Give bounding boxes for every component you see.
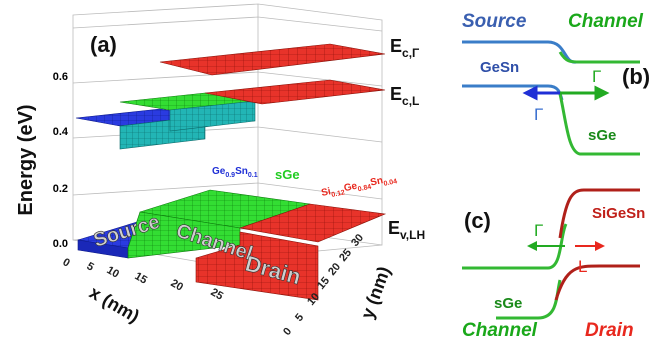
panel-c-label: (c) — [464, 208, 491, 233]
panel-b-material-left: GeSn — [480, 59, 519, 76]
y-tick: 5 — [293, 312, 306, 324]
conduction-bands — [76, 44, 385, 149]
panel-c-material-top: SiGeSn — [592, 205, 645, 222]
panel-b-gamma-left: Γ — [534, 105, 543, 124]
y-tick: 20 — [326, 261, 343, 278]
energy-ticks: 0.0 0.2 0.4 0.6 — [53, 71, 69, 250]
panel-c-gamma-label: Γ — [534, 221, 543, 240]
x-axis-label: x (nm) — [86, 282, 143, 326]
material-channel-label: sGe — [275, 167, 300, 182]
ec-l-label: Ec,L — [390, 84, 419, 108]
panel-b-material-right: sGe — [588, 127, 616, 144]
panel-b-channel-label: Channel — [568, 11, 644, 32]
panel-a: Source Channel Drain Ge0.9Sn0.1 sGe Si0.… — [15, 4, 425, 338]
y-tick: 0 — [281, 326, 294, 338]
energy-tick: 0.4 — [53, 126, 69, 138]
x-tick: 10 — [105, 264, 122, 281]
energy-tick: 0.0 — [53, 238, 68, 250]
ec-gamma-label: Ec,Γ — [390, 36, 420, 60]
panel-c-lower-band-red — [556, 266, 640, 300]
energy-axis-label: Energy (eV) — [15, 104, 37, 215]
ec-gamma-drain-surface — [160, 44, 385, 75]
x-tick: 15 — [133, 270, 150, 287]
x-tick: 20 — [169, 277, 186, 294]
panel-c-channel-label: Channel — [462, 320, 538, 341]
panel-c: (c) SiGeSn sGe Γ L Channel Drain — [462, 190, 645, 341]
panel-c-drain-label: Drain — [585, 320, 634, 341]
material-source-label: Ge0.9Sn0.1 — [212, 166, 258, 179]
x-tick: 0 — [61, 256, 72, 269]
panel-c-material-bottom: sGe — [494, 295, 522, 312]
panel-b: Source Channel (b) GeSn sGe Γ Γ — [462, 11, 650, 154]
y-axis-label: y (nm) — [357, 264, 394, 322]
material-drain-label: Si0.12Ge0.84Sn0.04 — [320, 172, 398, 201]
panel-a-label: (a) — [90, 32, 117, 57]
panel-b-gamma-right: Γ — [592, 67, 601, 86]
energy-tick: 0.6 — [53, 71, 68, 83]
x-tick: 5 — [85, 260, 96, 273]
panel-b-label: (b) — [622, 64, 650, 89]
panel-b-source-label: Source — [462, 11, 527, 32]
ev-lh-label: Ev,LH — [388, 218, 425, 242]
panel-c-l-label: L — [578, 257, 587, 276]
panel-b-upper-band-green — [560, 52, 640, 62]
x-tick: 25 — [209, 286, 226, 303]
energy-tick: 0.2 — [53, 183, 68, 195]
panel-b-lower-band-green — [560, 94, 640, 154]
y-tick: 25 — [337, 247, 354, 264]
